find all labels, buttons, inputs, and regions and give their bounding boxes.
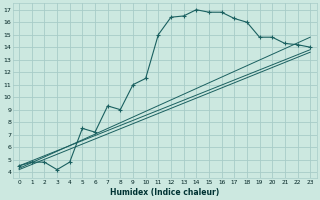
X-axis label: Humidex (Indice chaleur): Humidex (Indice chaleur) — [110, 188, 219, 197]
